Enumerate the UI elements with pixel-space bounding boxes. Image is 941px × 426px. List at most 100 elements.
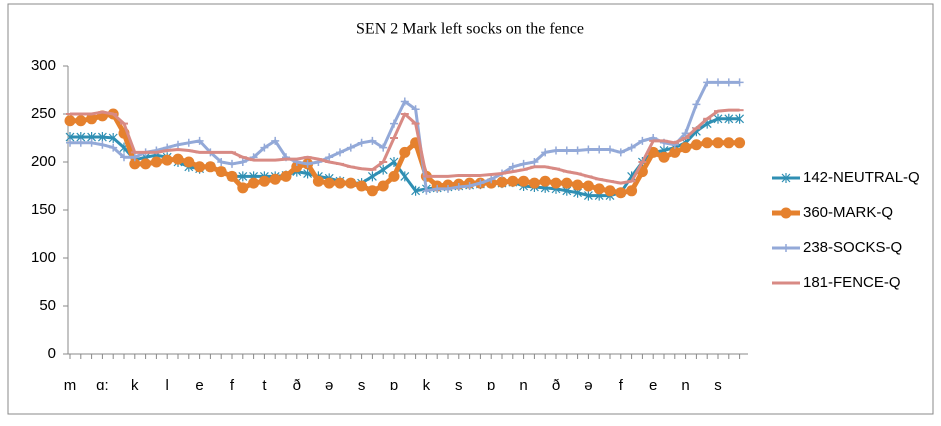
data-point xyxy=(647,146,659,158)
x-tick-label: m xyxy=(64,377,77,394)
data-point xyxy=(712,137,724,149)
data-point xyxy=(528,177,540,189)
data-point xyxy=(87,138,96,147)
data-point xyxy=(735,113,745,124)
data-point xyxy=(98,140,107,149)
data-point xyxy=(595,145,604,154)
data-point xyxy=(723,137,735,149)
legend-label: 181-FENCE-Q xyxy=(803,274,901,291)
data-point xyxy=(411,185,421,196)
y-tick-label: 250 xyxy=(31,105,56,122)
x-tick-label: s xyxy=(714,377,722,394)
data-point xyxy=(658,151,670,163)
y-tick-label: 100 xyxy=(31,249,56,266)
x-tick-label: e xyxy=(195,377,203,394)
data-point xyxy=(390,119,398,128)
data-point xyxy=(195,136,204,145)
data-point xyxy=(411,105,420,114)
data-point xyxy=(433,184,442,193)
data-point xyxy=(550,177,562,189)
data-point xyxy=(64,115,76,127)
data-point xyxy=(422,186,431,195)
data-point xyxy=(334,177,346,189)
data-point xyxy=(582,180,594,192)
y-tick-label: 300 xyxy=(31,57,56,74)
data-point xyxy=(692,100,701,109)
data-point xyxy=(444,184,452,193)
x-tick-label: n xyxy=(681,377,689,394)
data-point xyxy=(584,145,593,154)
x-tick-label: f xyxy=(619,377,624,394)
data-point xyxy=(76,138,85,147)
data-point xyxy=(161,154,173,166)
data-point xyxy=(97,132,107,143)
data-point xyxy=(356,180,368,192)
data-point xyxy=(66,138,74,147)
series xyxy=(66,108,744,185)
data-point xyxy=(217,158,226,166)
data-point xyxy=(204,161,216,173)
data-point xyxy=(150,156,162,168)
data-point xyxy=(194,161,206,173)
data-point xyxy=(367,171,377,182)
data-point xyxy=(109,143,118,152)
data-point xyxy=(669,146,681,158)
data-point xyxy=(724,78,733,87)
data-point xyxy=(377,180,389,192)
data-point xyxy=(615,187,627,199)
data-point xyxy=(616,148,625,157)
data-point xyxy=(530,158,539,166)
data-point xyxy=(388,170,400,182)
data-point xyxy=(174,140,182,149)
data-point xyxy=(399,146,411,158)
data-point xyxy=(345,177,357,189)
data-point xyxy=(312,175,324,187)
data-point xyxy=(140,158,152,170)
y-tick-label: 50 xyxy=(39,297,56,314)
data-point xyxy=(714,78,722,87)
data-point xyxy=(573,146,582,155)
data-point xyxy=(271,136,280,145)
data-point xyxy=(238,158,247,166)
data-point xyxy=(604,185,616,197)
data-point xyxy=(120,153,128,162)
data-point xyxy=(323,177,335,189)
data-point xyxy=(552,146,560,155)
x-tick-label: ɒ xyxy=(390,377,398,394)
data-point xyxy=(368,136,377,145)
data-point xyxy=(713,113,723,124)
y-tick-label: 0 xyxy=(48,345,56,362)
chart-border xyxy=(7,3,934,415)
data-point xyxy=(701,137,713,149)
data-point xyxy=(593,183,605,195)
data-point xyxy=(226,170,238,182)
data-point xyxy=(75,115,87,127)
x-tick-label: ɒ xyxy=(487,377,495,394)
y-tick-label: 150 xyxy=(31,201,56,218)
data-point xyxy=(606,145,614,154)
x-tick-label: e xyxy=(649,377,657,394)
data-point xyxy=(626,185,638,197)
data-point xyxy=(703,78,712,87)
data-point xyxy=(303,159,312,168)
x-tick-label: t xyxy=(262,377,267,394)
data-point xyxy=(690,139,702,151)
x-tick-label: ð xyxy=(552,377,560,394)
data-point xyxy=(724,113,734,124)
legend-label: 238-SOCKS-Q xyxy=(803,239,902,256)
legend-marker xyxy=(782,244,790,252)
x-tick-label: ə xyxy=(584,377,592,394)
data-point xyxy=(518,175,530,187)
data-point xyxy=(228,159,236,168)
data-point xyxy=(215,166,227,178)
data-point xyxy=(379,143,388,152)
data-point xyxy=(172,153,184,165)
data-point xyxy=(346,143,355,152)
data-point xyxy=(400,171,410,182)
data-point xyxy=(680,142,692,154)
data-point xyxy=(366,185,378,197)
data-point xyxy=(260,143,269,152)
data-point xyxy=(280,170,292,182)
data-point xyxy=(108,133,118,143)
data-point xyxy=(237,182,249,194)
